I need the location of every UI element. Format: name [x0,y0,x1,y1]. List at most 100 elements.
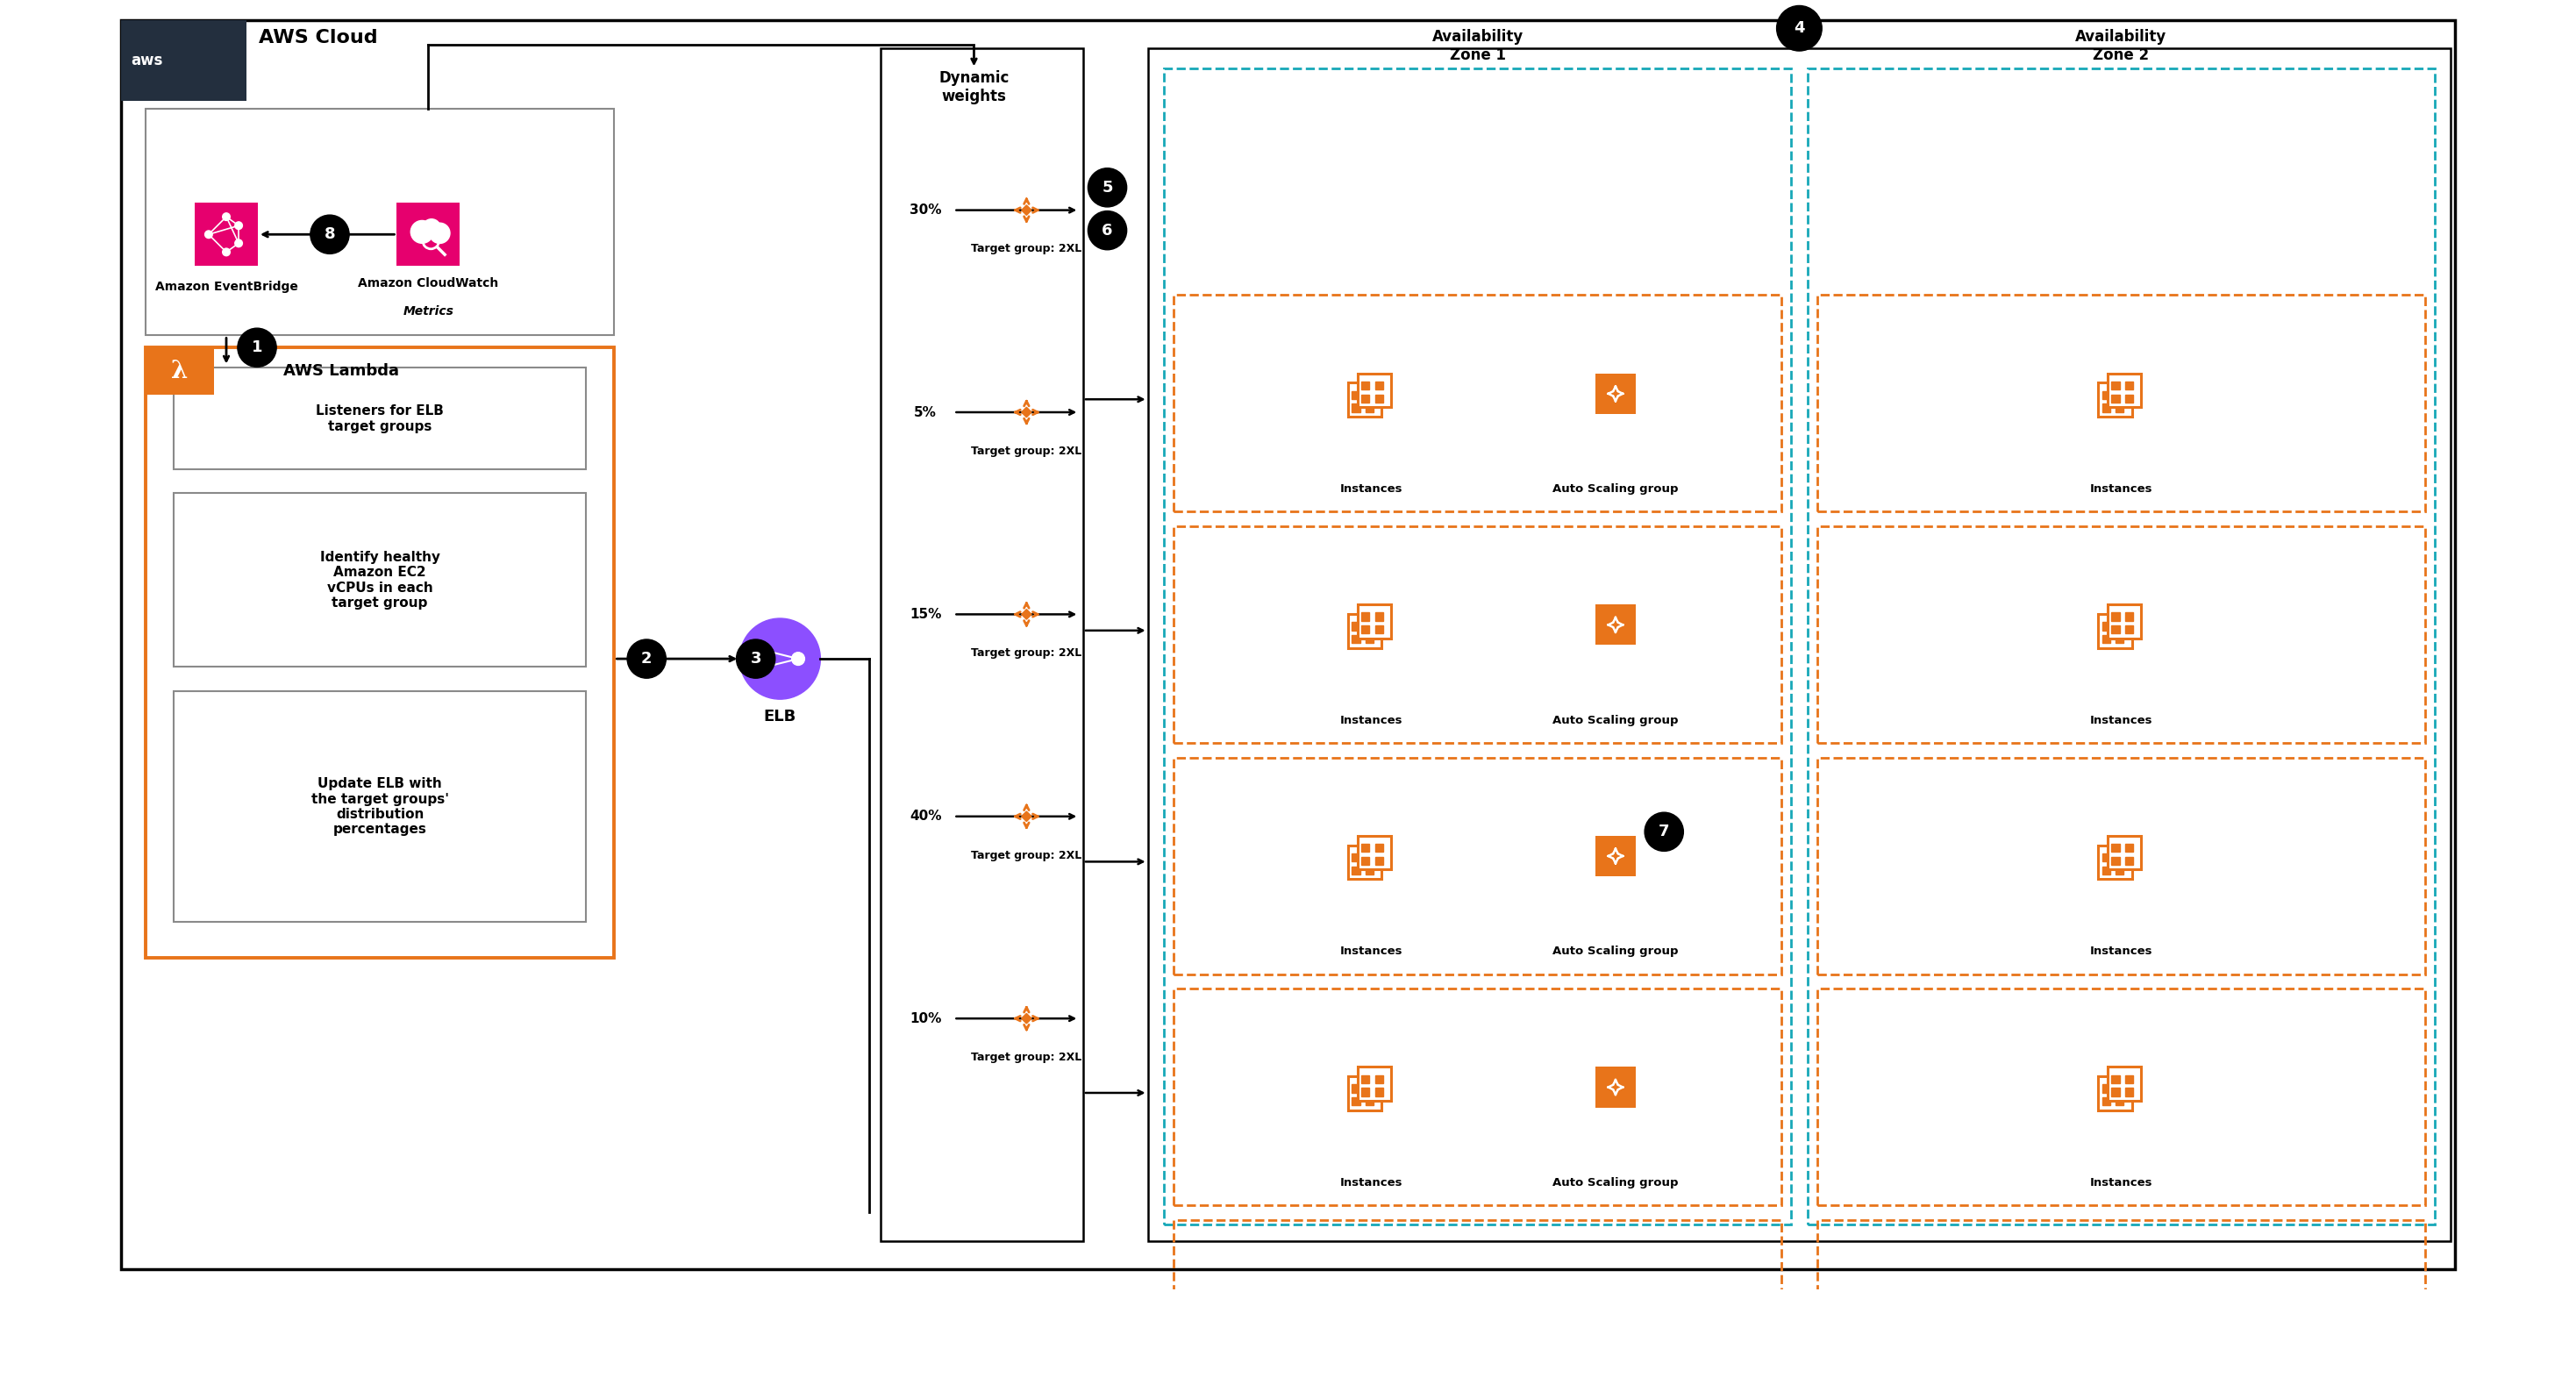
Bar [2102,1329,2110,1336]
Bar [1360,1074,1370,1083]
Circle shape [222,213,229,221]
Bar [2125,1074,2133,1083]
Text: Instances: Instances [1340,946,1401,957]
Circle shape [234,222,242,229]
Text: Amazon CloudWatch: Amazon CloudWatch [358,277,500,290]
Text: Auto Scaling group: Auto Scaling group [1553,946,1680,957]
Bar [1352,404,1360,411]
Circle shape [1777,6,1821,50]
Bar [1347,614,1381,648]
Bar [1175,989,1783,1205]
Bar [1808,69,2434,1224]
Bar [1352,635,1360,644]
Bar [1352,1315,1360,1323]
Bar [1352,390,1360,399]
Bar [1347,845,1381,879]
Bar [1816,989,2424,1205]
Bar [1816,295,2424,512]
Bar [1164,69,1790,1224]
Bar [2125,1088,2133,1095]
Bar [1595,374,1636,414]
Circle shape [234,239,242,248]
Bar [1347,1076,1381,1111]
Bar [144,109,613,336]
Bar [1352,623,1360,631]
Bar [173,368,585,469]
Bar [2115,1097,2123,1105]
Text: 1: 1 [252,340,263,355]
Text: Identify healthy
Amazon EC2
vCPUs in each
target group: Identify healthy Amazon EC2 vCPUs in eac… [319,551,440,610]
Bar [2107,835,2141,870]
Bar [2125,1319,2133,1328]
Bar [2107,1298,2141,1332]
Polygon shape [1023,206,1030,215]
Bar [2112,625,2120,634]
Bar [1352,866,1360,874]
Bar [1816,757,2424,974]
Circle shape [737,639,775,679]
Bar [2112,1319,2120,1328]
Circle shape [206,231,211,238]
Bar [2097,383,2133,417]
Bar [1365,635,1373,644]
Bar [1365,404,1373,411]
Bar [2102,1097,2110,1105]
Bar [1352,1084,1360,1093]
Text: Auto Scaling group: Auto Scaling group [1553,715,1680,726]
Bar [2112,1307,2120,1314]
Text: 10%: 10% [909,1011,940,1025]
Bar [196,203,258,266]
Bar [1352,1329,1360,1336]
Bar [1365,866,1373,874]
Bar [1376,1088,1383,1095]
Text: Update ELB with
the target groups'
distribution
percentages: Update ELB with the target groups' distr… [312,778,448,837]
Bar [2102,1084,2110,1093]
Text: 15%: 15% [909,607,940,621]
Bar [1376,395,1383,403]
Bar [2115,1084,2123,1093]
Bar [2115,390,2123,399]
Circle shape [755,662,768,674]
Circle shape [222,248,229,256]
Bar [2097,614,2133,648]
Bar [1376,625,1383,634]
Bar [1360,395,1370,403]
Text: 40%: 40% [909,810,940,823]
Bar [1358,374,1391,407]
Polygon shape [1023,1013,1030,1024]
Bar [2112,613,2120,621]
Bar [144,347,613,958]
Bar [1376,1319,1383,1328]
Bar [2112,382,2120,389]
Text: 2: 2 [641,651,652,667]
Bar [144,347,214,395]
Text: Instances: Instances [2089,483,2154,495]
Text: Instances: Instances [2089,946,2154,957]
Bar [1365,390,1373,399]
Bar [2115,866,2123,874]
Bar [1358,1067,1391,1101]
Bar [1365,1084,1373,1093]
Text: Availability
Zone 1: Availability Zone 1 [1432,29,1522,63]
Bar [1360,1088,1370,1095]
Bar [1360,844,1370,852]
Text: Instances: Instances [1340,715,1401,726]
Bar [1360,856,1370,865]
Bar [1365,1329,1373,1336]
Bar [2102,623,2110,631]
Text: AWS Cloud: AWS Cloud [258,29,379,46]
Text: λ: λ [173,360,188,383]
Circle shape [309,215,350,253]
Text: Target group: 2XL: Target group: 2XL [971,849,1082,860]
Text: 7: 7 [1659,824,1669,839]
Circle shape [430,222,451,243]
Bar [1376,1307,1383,1314]
Bar [2107,604,2141,638]
Polygon shape [1023,610,1030,620]
Text: Instances: Instances [2089,1177,2154,1188]
Bar [1376,382,1383,389]
Text: Target group: 2XL: Target group: 2XL [971,445,1082,456]
Bar [2125,1307,2133,1314]
Bar [2115,635,2123,644]
Bar [1360,625,1370,634]
